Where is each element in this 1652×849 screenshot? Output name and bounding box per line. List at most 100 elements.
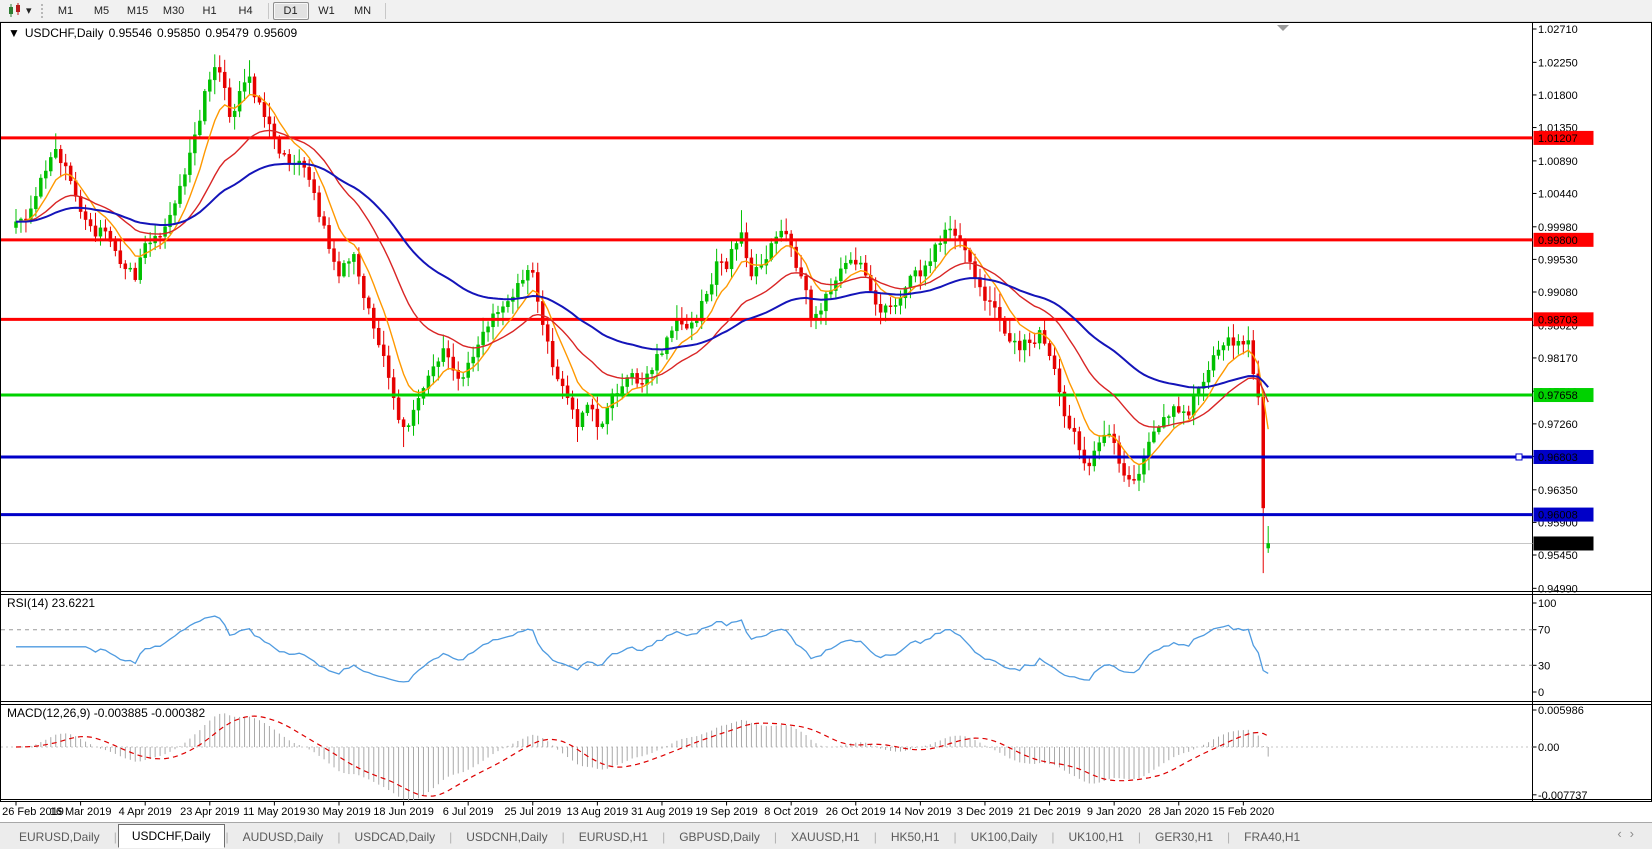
timeframe-buttons: M1 M5 M15 M30 H1 H4 D1 W1 MN <box>48 1 381 20</box>
tab-separator: | <box>225 829 229 844</box>
tab-separator: | <box>773 829 778 844</box>
svg-text:0.94990: 0.94990 <box>1538 583 1578 595</box>
chart-shift-marker-icon[interactable] <box>1277 25 1289 31</box>
svg-text:15 Feb 2020: 15 Feb 2020 <box>1212 806 1274 818</box>
svg-text:11 May 2019: 11 May 2019 <box>243 806 306 818</box>
dropdown-arrow-icon: ▾ <box>26 5 32 17</box>
toolbar-separator <box>267 2 269 19</box>
current-price-label <box>1533 536 1594 551</box>
chart-tab-uk100-daily[interactable]: UK100,Daily <box>970 829 1038 844</box>
timeframe-button-m15[interactable]: M15 <box>126 4 149 17</box>
chart-tab-ger30-h1[interactable]: GER30,H1 <box>1154 829 1214 844</box>
svg-text:0.99530: 0.99530 <box>1538 254 1578 266</box>
price-axis[interactable] <box>1533 22 1651 802</box>
timeframe-button-m30[interactable]: M30 <box>162 4 185 17</box>
level-price-label <box>1533 388 1594 403</box>
svg-text:3 Dec 2019: 3 Dec 2019 <box>957 806 1013 818</box>
macd-histogram <box>20 713 1269 801</box>
timeframe-button-h4[interactable]: H4 <box>238 4 253 17</box>
ohlc-open: 0.95546 <box>108 26 152 40</box>
svg-text:16 Mar 2019: 16 Mar 2019 <box>50 806 112 818</box>
svg-text:0.00: 0.00 <box>1538 742 1559 754</box>
svg-text:0.99980: 0.99980 <box>1538 222 1578 234</box>
svg-text:0.99080: 0.99080 <box>1538 287 1578 299</box>
macd-indicator-label: MACD(12,26,9) -0.003885 -0.000382 <box>7 706 206 720</box>
svg-text:18 Jun 2019: 18 Jun 2019 <box>373 806 434 818</box>
svg-text:1.01207: 1.01207 <box>1538 133 1578 145</box>
chart-symbol-period: USDCHF,Daily <box>24 26 104 40</box>
svg-text:1.02710: 1.02710 <box>1538 24 1578 36</box>
svg-text:0.96350: 0.96350 <box>1538 485 1578 497</box>
svg-text:23 Apr 2019: 23 Apr 2019 <box>180 806 239 818</box>
tab-separator: | <box>1137 829 1141 844</box>
time-axis-strip <box>0 802 1652 822</box>
rsi-panel: 100 70 30 0 <box>1 598 1556 699</box>
tab-separator: | <box>662 829 666 844</box>
chart-tab-hk50-h1[interactable]: HK50,H1 <box>890 829 940 844</box>
tab-separator: | <box>1051 829 1055 844</box>
svg-text:30 May 2019: 30 May 2019 <box>307 806 371 818</box>
svg-text:30: 30 <box>1538 660 1550 672</box>
chart-tab-eurusd-daily[interactable]: EURUSD,Daily <box>19 829 100 844</box>
svg-text:26 Oct 2019: 26 Oct 2019 <box>826 806 886 818</box>
mid-ma-line[interactable] <box>15 129 1269 428</box>
timeframe-button-mn[interactable]: MN <box>353 4 372 17</box>
time-axis[interactable] <box>0 802 1532 822</box>
chart-type-dropdown[interactable]: ▾ <box>3 2 36 19</box>
level-price-label <box>1533 507 1594 522</box>
ohlc-close: 0.95609 <box>253 26 298 40</box>
toolbar-grip[interactable] <box>40 3 43 18</box>
svg-text:6 Jul 2019: 6 Jul 2019 <box>443 806 494 818</box>
svg-text:-0.007737: -0.007737 <box>1538 790 1588 802</box>
chart-window-title: ▼ USDCHF,Daily 0.95546 0.95850 0.95479 0.9560… <box>8 26 297 40</box>
tabs-scroll-left-icon[interactable]: ‹ <box>1617 826 1630 841</box>
svg-text:0.96008: 0.96008 <box>1538 510 1578 522</box>
horizontal-line-handle[interactable] <box>1515 453 1523 461</box>
ohlc-low: 0.95479 <box>205 26 249 40</box>
svg-text:1.01800: 1.01800 <box>1538 90 1578 102</box>
chart-window-frame <box>0 22 1652 802</box>
svg-text:0.98703: 0.98703 <box>1538 314 1578 326</box>
tabs-scroll-right-icon[interactable]: › <box>1629 826 1642 841</box>
candlestick-chart-icon <box>9 3 20 17</box>
chart-tab-usdchf-daily[interactable]: USDCHF,Daily <box>117 824 225 848</box>
svg-text:1.00890: 1.00890 <box>1538 156 1578 168</box>
level-price-label <box>1533 312 1594 327</box>
svg-text:21 Dec 2019: 21 Dec 2019 <box>1018 806 1080 818</box>
level-price-label <box>1533 232 1594 247</box>
tab-separator: | <box>337 829 341 844</box>
chart-tab-xauusd-h1[interactable]: XAUUSD,H1 <box>791 829 860 844</box>
chart-tab-bar: EURUSD,Daily | USDCHF,Daily | AUDUSD,Daily | U… <box>0 822 1652 849</box>
rsi-indicator-label: RSI(14) 23.6221 <box>7 596 96 610</box>
timeframe-button-m1[interactable]: M1 <box>57 4 74 17</box>
chart-tab-uk100-h1[interactable]: UK100,H1 <box>1068 829 1124 844</box>
timeframe-button-w1[interactable]: W1 <box>318 4 335 17</box>
tab-separator: | <box>113 829 117 844</box>
svg-text:1.00440: 1.00440 <box>1538 188 1578 200</box>
chart-tab-eurusd-h1[interactable]: EURUSD,H1 <box>578 829 649 844</box>
slow-ma-line[interactable] <box>15 162 1269 389</box>
level-price-label <box>1533 130 1594 145</box>
timeframe-button-h1[interactable]: H1 <box>202 4 217 17</box>
one-click-trading-arrow-icon[interactable]: ▼ <box>8 26 20 40</box>
toolbar-separator <box>384 2 386 19</box>
tab-separator: | <box>561 829 565 844</box>
timeframe-button-m5[interactable]: M5 <box>93 4 110 17</box>
chart-tab-gbpusd-daily[interactable]: GBPUSD,Daily <box>679 829 760 844</box>
chart-tab-fra40-h1[interactable]: FRA40,H1 <box>1244 829 1301 844</box>
timeframe-button-d1[interactable]: D1 <box>272 1 309 20</box>
chart-tab-audusd-daily[interactable]: AUDUSD,Daily <box>242 829 324 844</box>
svg-text:0.98170: 0.98170 <box>1538 353 1578 365</box>
chart-tab-usdcad-daily[interactable]: USDCAD,Daily <box>354 829 436 844</box>
ohlc-high: 0.95850 <box>156 26 201 40</box>
fast-ma-line[interactable] <box>15 93 1269 466</box>
svg-text:31 Aug 2019: 31 Aug 2019 <box>631 806 693 818</box>
svg-text:25 Jul 2019: 25 Jul 2019 <box>504 806 561 818</box>
tab-scroll-arrows: ‹› <box>1617 826 1642 841</box>
chart-tab-usdcnh-daily[interactable]: USDCNH,Daily <box>466 829 548 844</box>
tab-separator: | <box>449 829 453 844</box>
svg-text:0.97658: 0.97658 <box>1538 390 1578 402</box>
svg-text:0.95450: 0.95450 <box>1538 550 1578 562</box>
